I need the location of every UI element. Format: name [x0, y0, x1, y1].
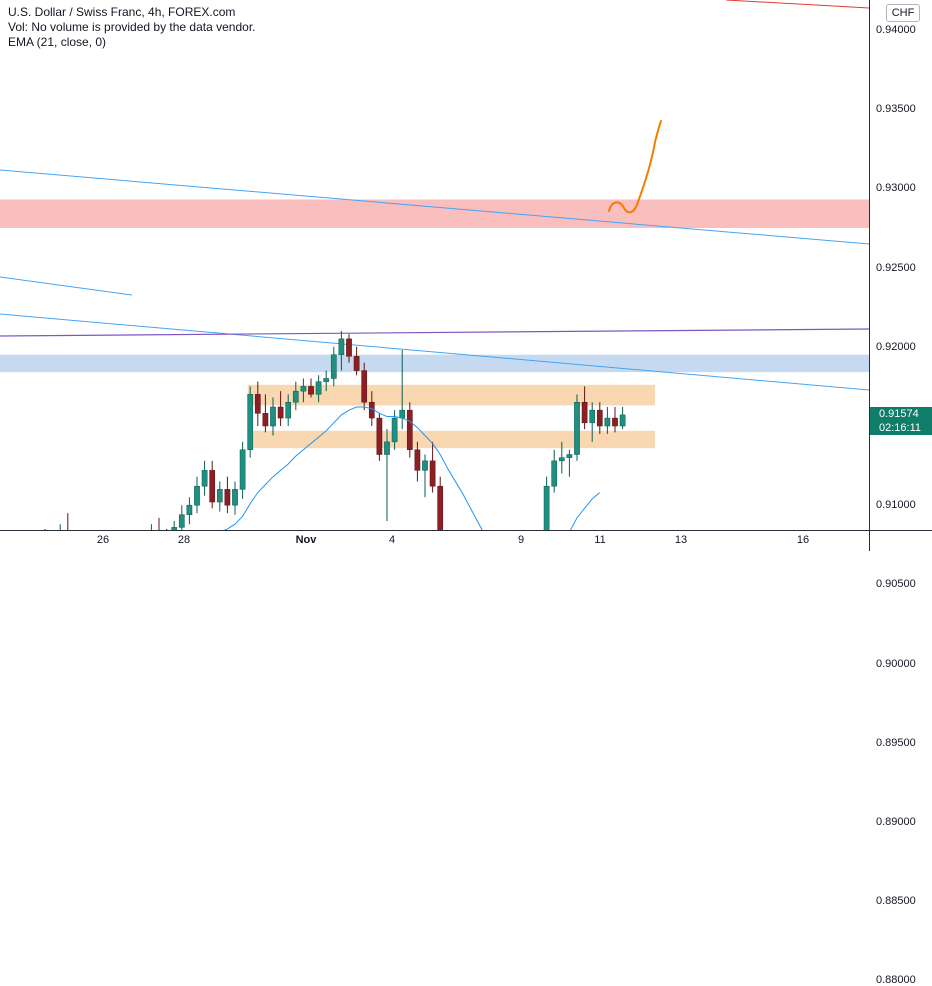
- candle-body: [247, 394, 254, 451]
- ema-line: [223, 406, 601, 530]
- candle-body: [346, 338, 352, 357]
- candle-body: [619, 414, 626, 427]
- time-label: 26: [96, 534, 110, 546]
- trendline-left: [0, 276, 133, 296]
- symbol-title[interactable]: U.S. Dollar / Swiss Franc, 4h, FOREX.com: [8, 5, 236, 19]
- candle-body: [285, 401, 292, 419]
- time-label: 4: [388, 534, 396, 546]
- ema-legend[interactable]: EMA (21, close, 0): [8, 35, 107, 49]
- time-label: 16: [796, 534, 810, 546]
- price-tick-label: 0.93000: [876, 182, 916, 195]
- price-axis[interactable]: CHF 0.94000 0.93500 0.93000 0.92500 0.92000 0…: [869, 0, 932, 986]
- price-tick-label: 0.90500: [876, 578, 916, 591]
- candle-body: [558, 457, 565, 462]
- candle-body: [308, 386, 314, 395]
- price-zone: [248, 430, 655, 449]
- price-tick-label: 0.89500: [876, 736, 916, 749]
- currency-badge[interactable]: CHF: [886, 4, 920, 22]
- candle-body: [612, 417, 618, 427]
- candle-body: [201, 470, 208, 487]
- current-price-tag: 0.91574 02:16:11: [870, 407, 932, 436]
- candle-body: [178, 514, 185, 528]
- candle-body: [406, 409, 413, 451]
- candle-body: [589, 409, 596, 424]
- price-tick-label: 0.93500: [876, 103, 916, 116]
- candle-body: [429, 460, 436, 487]
- candle-body: [574, 401, 580, 455]
- trendline-upper: [0, 169, 869, 245]
- candle-body: [194, 485, 200, 506]
- axis-corner: [869, 530, 932, 551]
- candle-body: [254, 394, 261, 414]
- candle-body: [384, 441, 390, 455]
- projection-path: [608, 120, 662, 214]
- price-zones: [0, 199, 869, 449]
- price-tick-label: 0.88000: [876, 974, 916, 986]
- current-price: 0.91574: [879, 408, 919, 421]
- trendlines: [0, 0, 869, 391]
- time-label: 28: [177, 534, 191, 546]
- candle-body: [437, 485, 444, 530]
- price-tick-label: 0.90000: [876, 657, 916, 670]
- time-axis[interactable]: 26 28 Nov 4 9 11 13 16: [0, 530, 869, 551]
- price-tick-label: 0.92000: [876, 340, 916, 353]
- price-tick-label: 0.91000: [876, 499, 916, 512]
- candle-body: [391, 417, 398, 443]
- candle-body: [551, 460, 558, 487]
- candle-body: [338, 338, 345, 355]
- price-zone: [0, 354, 869, 373]
- time-label: 13: [674, 534, 688, 546]
- price-zone: [0, 199, 869, 228]
- trendline-lower: [0, 313, 869, 391]
- candle-body: [414, 449, 421, 471]
- price-tick-label: 0.88500: [876, 895, 916, 908]
- chart-legend: U.S. Dollar / Swiss Franc, 4h, FOREX.com…: [8, 5, 255, 50]
- red-trendline: [725, 0, 869, 9]
- candle-body: [543, 485, 550, 530]
- bar-countdown: 02:16:11: [879, 422, 922, 435]
- time-label-month: Nov: [295, 534, 317, 546]
- candle-body: [566, 454, 573, 458]
- candle-body: [581, 401, 588, 424]
- candle-body: [399, 409, 406, 419]
- candle-body: [315, 381, 322, 395]
- time-label: 11: [594, 534, 606, 546]
- price-tick-label: 0.94000: [876, 24, 916, 36]
- candle-body: [277, 406, 284, 419]
- candle-body: [270, 406, 276, 427]
- price-tick-label: 0.92500: [876, 261, 916, 274]
- candle-body: [422, 460, 428, 471]
- candle-body: [292, 390, 299, 403]
- candle-body: [239, 449, 246, 490]
- ema-polyline: [223, 406, 601, 530]
- candle-body: [596, 409, 603, 427]
- time-label: 9: [517, 534, 525, 546]
- projection-curve: [608, 120, 662, 214]
- price-tick-label: 0.89000: [876, 816, 916, 828]
- candle-body: [323, 378, 330, 382]
- candle-body: [232, 489, 238, 506]
- candle-body: [262, 413, 269, 427]
- candle-body: [353, 356, 360, 371]
- candle-body: [209, 470, 216, 503]
- candle-body: [224, 489, 231, 506]
- candle-body: [300, 386, 307, 392]
- candle-body: [330, 354, 337, 379]
- candle-body: [216, 489, 223, 503]
- price-zone: [248, 384, 655, 406]
- volume-note: Vol: No volume is provided by the data v…: [8, 20, 256, 34]
- candlesticks: [44, 330, 626, 530]
- chart-canvas[interactable]: [0, 0, 869, 530]
- candle-body: [186, 504, 193, 515]
- candle-body: [376, 417, 383, 455]
- candle-body: [604, 417, 611, 427]
- candle-body: [361, 370, 368, 403]
- horizontal-ray: [0, 328, 869, 337]
- candle-body: [171, 527, 178, 530]
